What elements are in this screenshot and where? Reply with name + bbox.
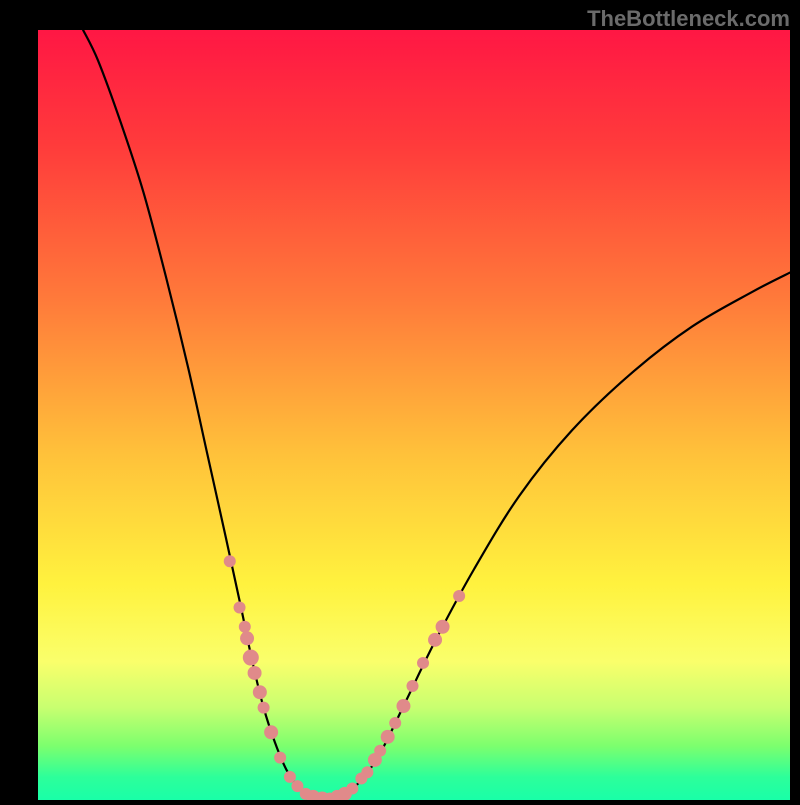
curve-marker xyxy=(361,766,373,778)
curve-marker xyxy=(346,782,358,794)
curve-marker xyxy=(436,620,450,634)
curve-marker xyxy=(396,699,410,713)
curve-marker xyxy=(428,633,442,647)
chart-container xyxy=(38,30,790,800)
curve-marker xyxy=(389,717,401,729)
curve-marker xyxy=(453,590,465,602)
curve-marker xyxy=(234,602,246,614)
curve-marker xyxy=(417,657,429,669)
curve-marker xyxy=(274,752,286,764)
curve-marker xyxy=(374,745,386,757)
curve-marker xyxy=(258,702,270,714)
curve-marker xyxy=(239,621,251,633)
curve-marker xyxy=(381,730,395,744)
curve-marker xyxy=(284,771,296,783)
curve-marker xyxy=(224,555,236,567)
curve-marker xyxy=(264,725,278,739)
curve-marker xyxy=(253,685,267,699)
bottleneck-chart xyxy=(38,30,790,800)
curve-marker xyxy=(248,666,262,680)
curve-marker xyxy=(243,650,259,666)
curve-marker xyxy=(406,680,418,692)
watermark-text: TheBottleneck.com xyxy=(587,6,790,32)
curve-marker xyxy=(240,631,254,645)
